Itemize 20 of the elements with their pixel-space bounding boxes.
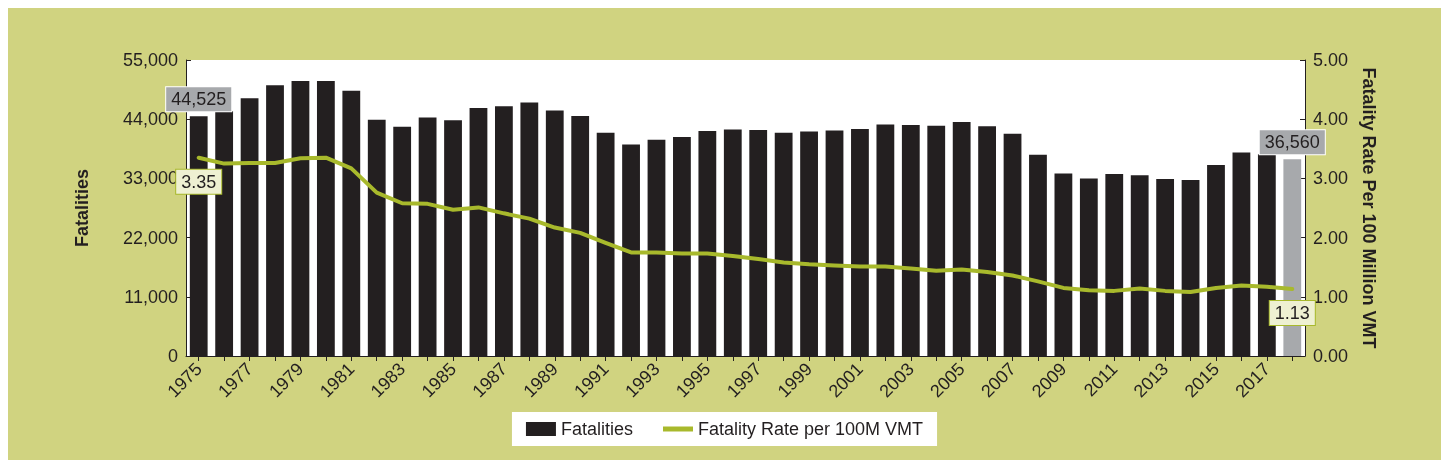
y-tick-label: 11,000 — [124, 286, 178, 307]
legend-label: Fatalities — [560, 419, 633, 439]
y-tick-label: 33,000 — [122, 168, 178, 189]
data-label: 44,525 — [171, 89, 227, 110]
data-label: 3.35 — [181, 171, 217, 192]
y2-tick-label: 5.00 — [1313, 50, 1349, 70]
data-label: 36,560 — [1264, 132, 1320, 153]
legend-label: Fatality Rate per 100M VMT — [697, 419, 924, 439]
y2-tick-label: 0.00 — [1313, 346, 1349, 366]
y2-tick-label: 1.00 — [1313, 286, 1349, 307]
y-tick-label: 44,000 — [122, 109, 178, 130]
y2-tick-label: 4.00 — [1313, 109, 1349, 130]
y2-tick-label: 3.00 — [1313, 168, 1349, 189]
data-label: 1.13 — [1274, 303, 1310, 324]
y2-axis-title: Fatality Rate Per 100 Million VMT — [1359, 67, 1379, 349]
y-tick-label: 0 — [167, 346, 178, 366]
y-tick-label: 22,000 — [122, 227, 178, 248]
y2-tick-label: 2.00 — [1313, 227, 1349, 248]
y-axis-title: Fatalities — [72, 168, 92, 248]
y-tick-label: 55,000 — [122, 50, 178, 70]
